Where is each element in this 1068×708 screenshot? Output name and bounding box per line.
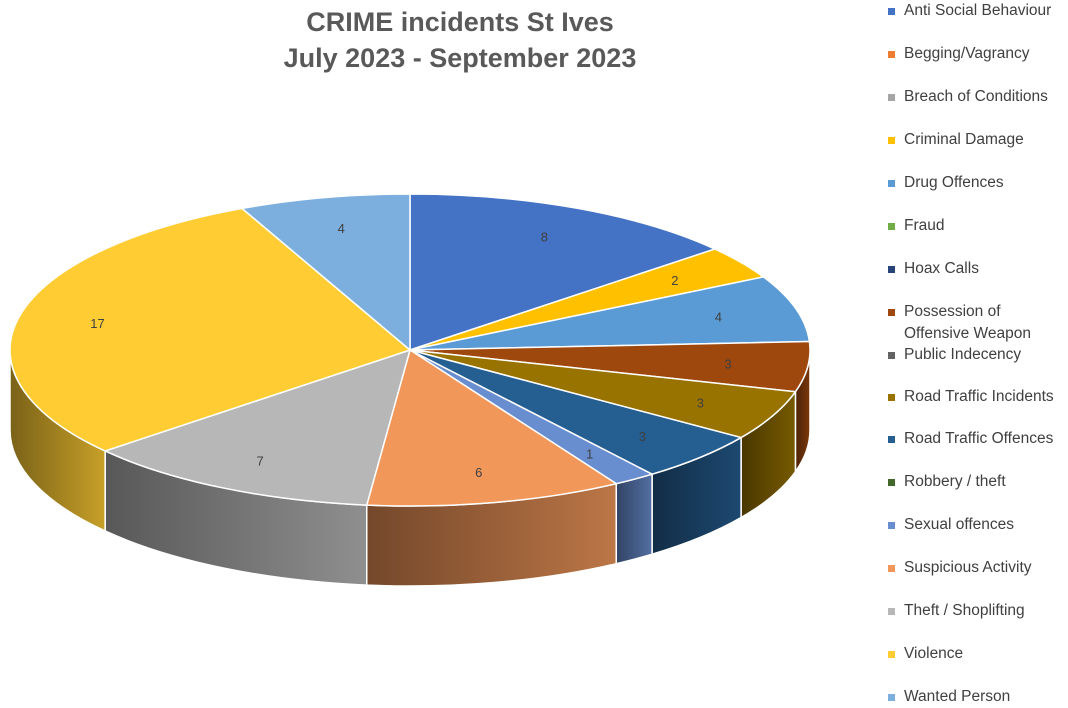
legend-label: Wanted Person: [904, 688, 1011, 705]
pie-data-label: 17: [90, 316, 104, 331]
legend-swatch: [888, 479, 895, 486]
legend-label: Road Traffic Incidents: [904, 388, 1054, 405]
legend-label: Theft / Shoplifting: [904, 602, 1025, 619]
legend-swatch: [888, 8, 895, 15]
legend-item: Suspicious Activity: [888, 557, 1066, 579]
legend-swatch: [888, 180, 895, 187]
legend-item: Sexual offences: [888, 514, 1066, 536]
pie-slice-side: [615, 473, 653, 565]
pie-data-label: 4: [338, 221, 345, 236]
legend-label: Begging/Vagrancy: [904, 45, 1030, 62]
chart-title: CRIME incidents St Ives July 2023 - Sept…: [190, 4, 730, 76]
legend-item: Possession of Offensive Weapon: [888, 301, 1066, 345]
legend-item: Wanted Person: [888, 686, 1066, 708]
legend-label: Suspicious Activity: [904, 559, 1032, 576]
legend-swatch: [888, 352, 895, 359]
pie-data-label: 6: [475, 465, 482, 480]
legend-swatch: [888, 51, 895, 58]
legend-label: Possession of Offensive Weapon: [904, 303, 1031, 342]
pie-slice: [103, 348, 412, 506]
legend-swatch: [888, 394, 895, 401]
pie-data-label: 8: [541, 230, 548, 245]
legend-item: Drug Offences: [888, 172, 1066, 194]
chart-title-line-1: CRIME incidents St Ives: [306, 7, 614, 37]
legend-label: Fraud: [904, 217, 945, 234]
pie-labels: 8 2 4 3 3 3 1 6 7 17 4: [90, 221, 731, 480]
pie-data-label: 3: [725, 356, 732, 371]
legend-swatch: [888, 309, 895, 316]
pie-slice: [240, 193, 411, 352]
legend-swatch: [888, 94, 895, 101]
pie-slice: [9, 207, 412, 452]
legend-item: Road Traffic Offences: [888, 428, 1066, 450]
legend-label: Criminal Damage: [904, 131, 1024, 148]
legend-swatch: [888, 522, 895, 529]
legend-item: Breach of Conditions: [888, 86, 1066, 108]
pie-sides: [9, 349, 811, 587]
chart-title-line-2: July 2023 - September 2023: [283, 43, 637, 73]
legend-item: Violence: [888, 643, 1066, 665]
legend-label: Violence: [904, 645, 964, 662]
legend-label: Breach of Conditions: [904, 88, 1048, 105]
legend-label: Drug Offences: [904, 174, 1004, 191]
legend-label: Road Traffic Offences: [904, 430, 1054, 447]
legend-item: Public Indecency: [888, 344, 1066, 366]
legend-item: Hoax Calls: [888, 258, 1066, 280]
pie-data-label: 3: [639, 429, 646, 444]
legend-swatch: [888, 436, 895, 443]
legend-label: Public Indecency: [904, 346, 1022, 363]
legend-label: Robbery / theft: [904, 473, 1006, 490]
legend-item: Theft / Shoplifting: [888, 600, 1066, 622]
legend-swatch: [888, 223, 895, 230]
legend-label: Anti Social Behaviour: [904, 2, 1052, 19]
legend-item: Anti Social Behaviour: [888, 0, 1066, 22]
pie-data-label: 2: [671, 273, 678, 288]
pie-data-label: 7: [256, 453, 263, 468]
pie-slice: [365, 348, 619, 507]
pie-data-label: 3: [697, 395, 704, 410]
pie-top: [9, 193, 811, 507]
pie-slice: [409, 193, 717, 352]
legend-item: Road Traffic Incidents: [888, 386, 1066, 408]
legend-item: Robbery / theft: [888, 471, 1066, 493]
legend-swatch: [888, 565, 895, 572]
legend-swatch: [888, 608, 895, 615]
legend-label: Hoax Calls: [904, 260, 979, 277]
legend-swatch: [888, 651, 895, 658]
pie-data-label: 4: [715, 310, 722, 325]
legend-swatch: [888, 266, 895, 273]
legend-label: Sexual offences: [904, 516, 1015, 533]
pie-slice: [409, 276, 811, 351]
legend-item: Fraud: [888, 215, 1066, 237]
legend-swatch: [888, 694, 895, 701]
pie-data-label: 1: [586, 446, 593, 461]
legend-item: Begging/Vagrancy: [888, 43, 1066, 65]
legend-item: Criminal Damage: [888, 129, 1066, 151]
legend-swatch: [888, 137, 895, 144]
